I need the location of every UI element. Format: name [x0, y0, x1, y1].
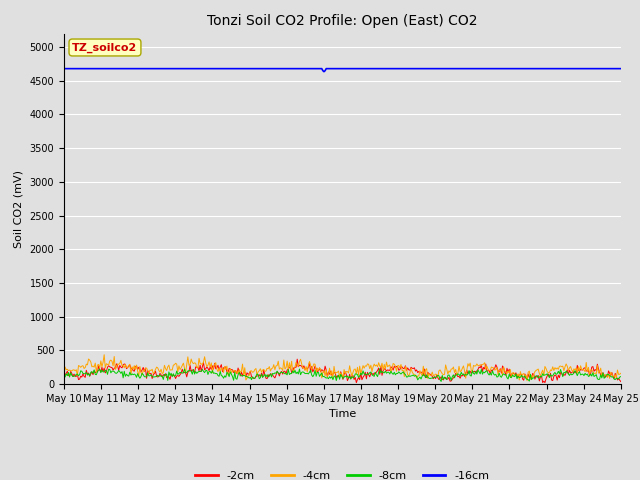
X-axis label: Time: Time: [329, 409, 356, 419]
-4cm: [60, 373, 68, 379]
Title: Tonzi Soil CO2 Profile: Open (East) CO2: Tonzi Soil CO2 Profile: Open (East) CO2: [207, 14, 477, 28]
-8cm: [606, 373, 614, 379]
-16cm: [60, 66, 68, 72]
-2cm: [394, 364, 401, 370]
-2cm: [364, 370, 371, 375]
Line: -2cm: -2cm: [64, 359, 621, 383]
-8cm: [328, 374, 335, 380]
-16cm: [320, 69, 328, 74]
Line: -8cm: -8cm: [64, 369, 621, 382]
-4cm: [524, 378, 531, 384]
-8cm: [437, 379, 445, 384]
-2cm: [293, 356, 301, 362]
-4cm: [606, 375, 614, 381]
-16cm: [326, 66, 333, 72]
-16cm: [393, 66, 401, 72]
-2cm: [519, 376, 527, 382]
-8cm: [60, 372, 68, 377]
-2cm: [606, 370, 614, 376]
-4cm: [329, 375, 337, 381]
-4cm: [326, 365, 333, 371]
-8cm: [617, 374, 625, 380]
-16cm: [605, 66, 612, 72]
-16cm: [362, 66, 370, 72]
-4cm: [617, 371, 625, 376]
Y-axis label: Soil CO2 (mV): Soil CO2 (mV): [14, 170, 24, 248]
-16cm: [329, 66, 337, 72]
Text: TZ_soilco2: TZ_soilco2: [72, 42, 138, 53]
-4cm: [518, 373, 525, 379]
-4cm: [393, 369, 401, 374]
-8cm: [324, 376, 332, 382]
-4cm: [362, 363, 370, 369]
-2cm: [329, 371, 337, 377]
-8cm: [376, 366, 383, 372]
Legend: -2cm, -4cm, -8cm, -16cm: -2cm, -4cm, -8cm, -16cm: [191, 467, 493, 480]
Line: -4cm: -4cm: [64, 355, 621, 381]
Line: -16cm: -16cm: [64, 69, 621, 72]
-8cm: [393, 371, 401, 376]
-4cm: [100, 352, 108, 358]
-8cm: [519, 374, 527, 380]
-2cm: [60, 370, 68, 376]
-2cm: [353, 380, 360, 385]
-2cm: [617, 379, 625, 384]
-2cm: [326, 372, 333, 377]
-16cm: [518, 66, 525, 72]
-8cm: [362, 371, 369, 377]
-16cm: [617, 66, 625, 72]
